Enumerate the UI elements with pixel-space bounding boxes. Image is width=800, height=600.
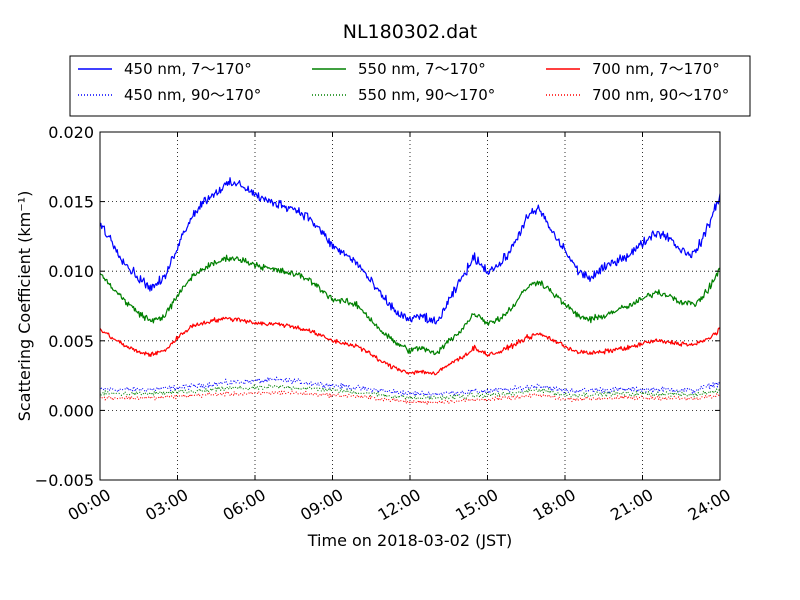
series-line-1 [99, 254, 721, 356]
series-line-5 [99, 390, 721, 405]
y-tick-label: −0.005 [35, 471, 94, 490]
grid-lines [100, 132, 720, 480]
y-tick-label: 0.015 [48, 193, 94, 212]
legend-label: 450 nm, 90～170° [124, 86, 261, 104]
y-tick-label: 0.000 [48, 401, 94, 420]
chart-title: NL180302.dat [343, 21, 478, 43]
y-tick-label: 0.010 [48, 262, 94, 281]
legend-label: 700 nm, 90～170° [592, 86, 729, 104]
series-line-2 [99, 316, 721, 376]
y-axis-label: Scattering Coefficient (km⁻¹) [15, 191, 34, 422]
series-line-0 [99, 177, 721, 325]
legend-label: 550 nm, 7～170° [358, 60, 486, 78]
y-tick-label: 0.005 [48, 332, 94, 351]
legend-label: 450 nm, 7～170° [124, 60, 252, 78]
y-tick-label: 0.020 [48, 123, 94, 142]
legend: 450 nm, 7～170° 550 nm, 7～170° 700 nm, 7～17… [69, 55, 751, 117]
series-layer [99, 177, 721, 405]
legend-box [69, 55, 751, 117]
legend-label: 700 nm, 7～170° [592, 60, 720, 78]
x-axis-label: Time on 2018-03-02 (JST) [307, 531, 512, 550]
legend-label: 550 nm, 90～170° [358, 86, 495, 104]
series-line-3 [99, 376, 721, 398]
